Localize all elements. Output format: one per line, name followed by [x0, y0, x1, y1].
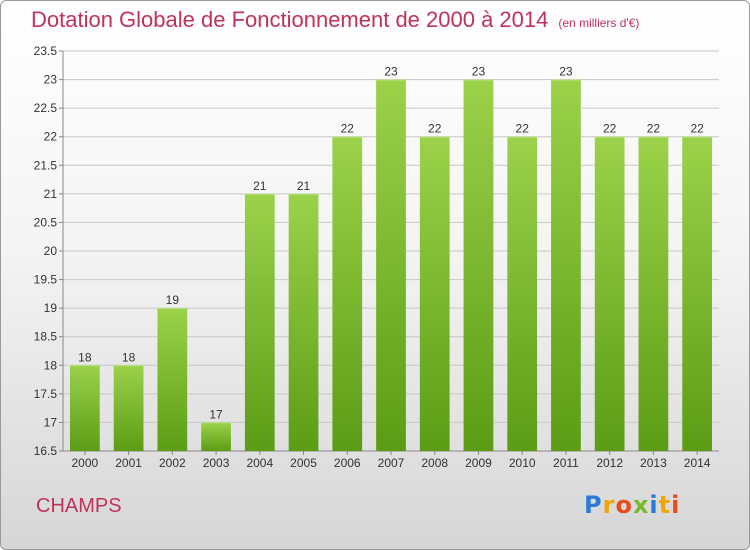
chart-subtitle: (en milliers d'€): [558, 16, 640, 30]
y-tick-label: 23: [44, 73, 58, 87]
chart-title-text: Dotation Globale de Fonctionnement de 20…: [31, 7, 549, 32]
bar: [69, 365, 100, 451]
bar: [113, 365, 144, 451]
bar-value-label: 22: [341, 122, 355, 136]
x-tick-label: 2008: [421, 456, 448, 470]
x-tick-label: 2007: [378, 456, 405, 470]
bar-value-label: 23: [559, 65, 573, 79]
y-tick-label: 18: [44, 358, 58, 372]
bar: [638, 136, 669, 451]
x-tick-label: 2013: [640, 456, 667, 470]
logo-letter: o: [615, 491, 633, 519]
bar: [551, 79, 581, 452]
bar-value-label: 21: [253, 179, 267, 193]
x-tick-label: 2014: [684, 456, 711, 470]
y-tick-label: 21.5: [34, 158, 58, 172]
labels: 16.5 17 17.5 18 18.5 19 19.5 20 20.5 21 21.5 22 22.5…: [34, 44, 711, 470]
bar: [157, 308, 188, 451]
bars: [69, 79, 713, 452]
x-tick-label: 2009: [465, 456, 492, 470]
bar: [376, 79, 406, 452]
y-tick-label: 17.5: [34, 387, 58, 401]
commune-name: CHAMPS: [36, 495, 122, 517]
x-tick-label: 2011: [553, 456, 579, 470]
y-tick-label: 22.5: [34, 101, 58, 115]
y-tick-label: 17: [44, 415, 58, 429]
x-tick-label: 2012: [596, 456, 623, 470]
y-tick-label: 19.5: [34, 273, 58, 287]
bar-value-label: 22: [516, 122, 530, 136]
bar: [507, 136, 538, 451]
logo-letter: x: [632, 491, 650, 519]
bar-value-label: 22: [603, 122, 617, 136]
bar: [244, 193, 275, 451]
bar: [332, 136, 363, 451]
bar-value-label: 22: [428, 122, 442, 136]
x-tick-label: 2004: [246, 456, 273, 470]
bar-value-label: 18: [78, 350, 92, 364]
y-tick-label: 21: [44, 187, 58, 201]
bar-value-label: 23: [384, 65, 398, 79]
proxiti-logo[interactable]: Proxiti: [584, 491, 680, 519]
bar-value-label: 21: [297, 179, 311, 193]
bar-value-label: 18: [122, 350, 136, 364]
bar: [201, 422, 231, 451]
x-tick-label: 2010: [509, 456, 536, 470]
x-tick-label: 2000: [72, 456, 99, 470]
y-tick-label: 20: [44, 244, 58, 258]
x-tick-label: 2002: [159, 456, 186, 470]
x-tick-label: 2003: [203, 456, 230, 470]
logo-letter: t: [658, 491, 672, 519]
x-tick-label: 2005: [290, 456, 317, 470]
logo-letter: P: [584, 491, 603, 519]
x-tick-label: 2006: [334, 456, 361, 470]
y-tick-label: 18.5: [34, 330, 58, 344]
bar-value-label: 22: [690, 122, 704, 136]
y-tick-label: 20.5: [34, 215, 58, 229]
bar: [463, 79, 494, 452]
logo-letter: i: [649, 491, 659, 519]
bar: [419, 136, 450, 451]
y-tick-label: 16.5: [34, 444, 58, 458]
logo-letter: i: [671, 491, 681, 519]
x-tick-label: 2001: [115, 456, 142, 470]
y-tick-label: 19: [44, 301, 58, 315]
bar: [594, 136, 625, 451]
bar-value-label: 23: [472, 65, 486, 79]
bar-value-label: 19: [166, 293, 180, 307]
bar: [288, 193, 319, 451]
logo-letter: r: [602, 491, 616, 519]
bar-value-label: 17: [209, 407, 223, 421]
y-tick-label: 23.5: [34, 44, 58, 58]
chart-title: Dotation Globale de Fonctionnement de 20…: [31, 7, 639, 33]
bar: [682, 136, 713, 451]
bar-value-label: 22: [647, 122, 661, 136]
y-tick-label: 22: [44, 130, 58, 144]
